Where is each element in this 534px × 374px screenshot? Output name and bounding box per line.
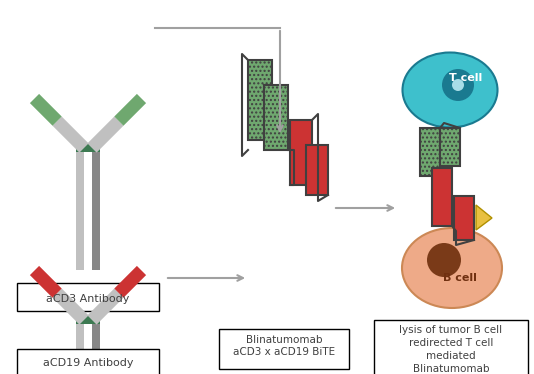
Text: aCD3 Antibody: aCD3 Antibody xyxy=(46,294,130,304)
Bar xyxy=(76,320,84,374)
Ellipse shape xyxy=(403,52,498,128)
Bar xyxy=(432,168,452,226)
Bar xyxy=(76,148,84,270)
Text: aCD3 x aCD19 BiTE: aCD3 x aCD19 BiTE xyxy=(233,347,335,357)
Bar xyxy=(92,148,100,270)
Ellipse shape xyxy=(427,243,461,277)
Polygon shape xyxy=(52,117,89,153)
FancyBboxPatch shape xyxy=(374,320,528,374)
Ellipse shape xyxy=(452,79,464,91)
Ellipse shape xyxy=(442,69,474,101)
FancyBboxPatch shape xyxy=(219,329,349,369)
Polygon shape xyxy=(52,288,89,325)
Text: redirected T cell: redirected T cell xyxy=(409,338,493,348)
Polygon shape xyxy=(88,288,123,325)
Polygon shape xyxy=(114,266,146,298)
Bar xyxy=(290,120,312,185)
Text: Blinatumomab: Blinatumomab xyxy=(413,364,489,374)
Polygon shape xyxy=(30,94,62,126)
Bar xyxy=(454,196,474,240)
Text: B cell: B cell xyxy=(443,273,477,283)
Polygon shape xyxy=(30,266,62,298)
Bar xyxy=(76,144,100,152)
FancyBboxPatch shape xyxy=(17,283,159,311)
Text: aCD19 Antibody: aCD19 Antibody xyxy=(43,358,134,368)
Bar xyxy=(306,145,328,195)
Bar xyxy=(248,60,272,140)
Text: mediated: mediated xyxy=(426,351,476,361)
Bar xyxy=(76,316,100,324)
Polygon shape xyxy=(476,205,492,230)
Bar xyxy=(264,85,288,150)
Bar xyxy=(440,128,460,166)
Text: lysis of tumor B cell: lysis of tumor B cell xyxy=(399,325,502,335)
Polygon shape xyxy=(114,94,146,126)
Text: Blinatumomab: Blinatumomab xyxy=(246,335,322,345)
Bar xyxy=(92,320,100,374)
FancyBboxPatch shape xyxy=(17,349,159,374)
Bar xyxy=(420,128,440,176)
Polygon shape xyxy=(88,117,123,153)
Text: T cell: T cell xyxy=(450,73,483,83)
Ellipse shape xyxy=(402,228,502,308)
